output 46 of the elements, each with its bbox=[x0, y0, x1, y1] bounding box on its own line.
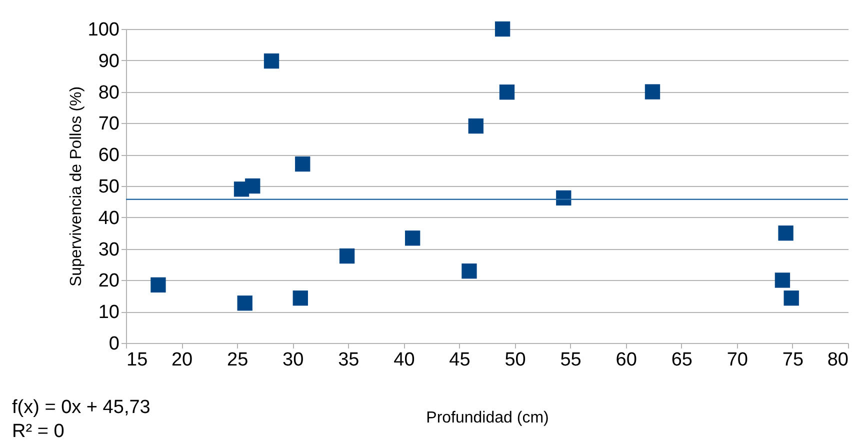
x-tick-label: 80 bbox=[827, 350, 848, 370]
point bbox=[150, 277, 166, 292]
point bbox=[264, 53, 280, 69]
text: f(x) = 0x + 45,73 bbox=[12, 396, 150, 420]
y-tick-label: 100 bbox=[88, 20, 120, 40]
y-tick-label: 70 bbox=[98, 114, 120, 135]
point bbox=[404, 230, 420, 246]
point bbox=[784, 290, 799, 306]
x-tick-label: 40 bbox=[394, 350, 415, 370]
x-tick-label: 15 bbox=[126, 350, 148, 370]
y-tick-label: 90 bbox=[98, 50, 120, 72]
y-tick-label: 10 bbox=[98, 302, 120, 324]
point bbox=[499, 84, 515, 100]
x-tick-label: 65 bbox=[671, 350, 692, 370]
point bbox=[494, 21, 510, 37]
point bbox=[245, 178, 260, 194]
x-axis-title: Profundidad (cm) bbox=[426, 410, 549, 426]
y-axis-title: Supervivencia de Pollos (%) bbox=[68, 86, 85, 287]
x-tick-label: 60 bbox=[616, 350, 637, 370]
y-tick-label: 30 bbox=[98, 239, 120, 260]
x-tick-label: 35 bbox=[338, 350, 360, 370]
point bbox=[292, 290, 308, 306]
point bbox=[644, 84, 660, 100]
y-tick-label: 40 bbox=[98, 208, 120, 229]
y-tick-label: 0 bbox=[108, 334, 120, 354]
point bbox=[237, 296, 252, 311]
x-tick-label: 75 bbox=[782, 350, 804, 370]
x-tick-label: 25 bbox=[227, 350, 248, 370]
y-tick-label: 50 bbox=[98, 176, 120, 198]
y-tick-label: 80 bbox=[98, 82, 120, 104]
x-tick-label: 70 bbox=[726, 350, 748, 370]
y-tick-label: 20 bbox=[98, 270, 120, 292]
point bbox=[462, 264, 477, 279]
text: R² = 0 bbox=[12, 420, 66, 444]
point bbox=[556, 190, 572, 206]
x-tick-label: 30 bbox=[282, 350, 304, 370]
point bbox=[774, 272, 790, 288]
point bbox=[295, 156, 310, 172]
x-tick-label: 55 bbox=[560, 350, 582, 370]
y-tick-label: 60 bbox=[98, 145, 120, 166]
x-tick-label: 50 bbox=[504, 350, 526, 370]
x-tick-label: 45 bbox=[449, 350, 470, 370]
point bbox=[339, 248, 355, 264]
point bbox=[468, 118, 484, 134]
point bbox=[778, 226, 794, 241]
x-tick-label: 20 bbox=[171, 350, 193, 370]
